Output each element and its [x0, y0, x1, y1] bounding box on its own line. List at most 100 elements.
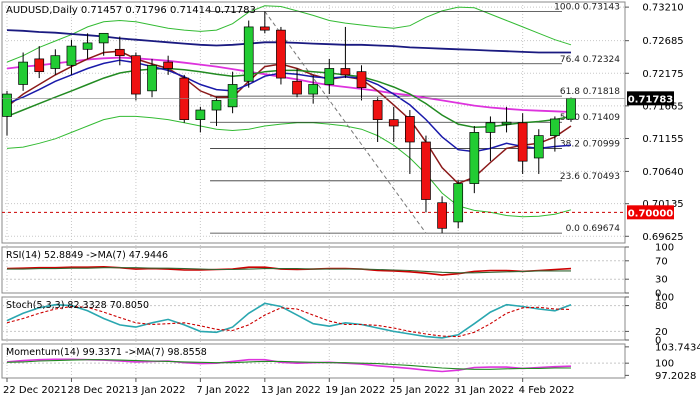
candle-bearish — [276, 29, 286, 79]
time-axis-label: 19 Jan 2022 — [325, 385, 385, 396]
candle-bullish — [50, 55, 61, 69]
candle-bearish — [356, 71, 367, 89]
rsi-axis-label: 100 — [655, 243, 674, 254]
stochastic-label: Stoch(5,3,3) 82.3328 70.8050 — [6, 300, 149, 311]
fib-level-label: 76.4 0.72324 — [560, 55, 620, 65]
momentum-panel: Momentum(14) 99.3371 ->MA(7) 98.8558 — [2, 347, 625, 373]
candle-bullish — [66, 45, 77, 66]
price-axis-label: 0.70640 — [642, 167, 683, 178]
level-label-box — [627, 205, 674, 220]
candle-bullish — [98, 32, 109, 44]
candle-bearish — [179, 77, 190, 120]
candle-bullish — [195, 109, 206, 120]
price-axis-label: 0.72685 — [642, 36, 683, 47]
candle-bullish — [308, 84, 319, 95]
candle-bullish — [243, 26, 254, 82]
fib-level-label: 0.0 0.69674 — [566, 224, 621, 234]
price-axis-label: 0.72175 — [642, 69, 683, 80]
ohlc-value: 0.71796 — [125, 5, 170, 16]
momentum-axis-label: 100 — [655, 359, 674, 370]
candle-bullish — [227, 84, 238, 108]
rsi-label: RSI(14) 52.8849 ->MA(7) 47.9446 — [6, 250, 168, 261]
ohlc-value: 0.71457 — [81, 5, 126, 16]
candle-bullish — [566, 97, 576, 120]
price-axis-label: 0.69625 — [642, 232, 683, 243]
candle-bullish — [147, 64, 157, 92]
candle-bearish — [421, 141, 431, 200]
candle-bearish — [34, 58, 45, 73]
level-label-text: 0.70000 — [628, 208, 674, 219]
candle-bullish — [324, 68, 335, 85]
candle-bearish — [405, 116, 415, 143]
stochastic-axis-label: 20 — [655, 327, 668, 338]
stochastic-axis-label: 0 — [655, 336, 661, 347]
chart-title-header: AUDUSD,Daily 0.71457 0.71796 0.71414 0.7… — [6, 5, 256, 16]
time-axis-label: 3 Jan 2022 — [132, 385, 186, 396]
candle-bearish — [292, 80, 302, 95]
candle-bullish — [18, 61, 28, 85]
time-axis-label: 28 Dec 2021 — [67, 385, 131, 396]
time-axis-label: 31 Jan 2022 — [454, 385, 514, 396]
candle-bullish — [469, 132, 480, 184]
momentum-axis-label: 97.2028 — [655, 371, 696, 382]
price-panel: 100.0 0.73143 76.4 0.72324 61.8 0.71818 50.… — [2, 2, 625, 234]
rsi-panel: RSI(14) 52.8849 ->MA(7) 47.9446 — [2, 250, 625, 280]
rsi-series-line-2 — [7, 267, 571, 274]
price-axis-label: 0.70135 — [642, 199, 683, 210]
fib-level-label: 50.0 0.71409 — [560, 113, 620, 123]
ohlc-value: 0.71414 — [170, 5, 215, 16]
grid-layer — [1, 1, 626, 379]
candle-bullish — [2, 93, 12, 117]
candle-bearish — [163, 61, 173, 69]
price-axis-label: 0.73210 — [642, 3, 683, 14]
candle-bullish — [550, 118, 560, 136]
time-axis-label: 25 Jan 2022 — [390, 385, 450, 396]
candle-bearish — [114, 48, 125, 57]
fib-level-label: 38.2 0.70999 — [560, 139, 620, 149]
stochastic-axis-label: 80 — [655, 301, 668, 312]
stochastic-series-line-1 — [6, 302, 572, 339]
momentum-series-line-2 — [6, 359, 571, 370]
rsi-axis-label: 30 — [655, 275, 668, 286]
mom-panel-frame — [1, 343, 626, 379]
moving-average-line-4 — [6, 67, 572, 129]
candle-bullish — [211, 100, 222, 111]
candle-bearish — [372, 100, 383, 120]
price-axis-label: 0.71665 — [642, 101, 683, 112]
rsi-axis-label: 0 — [655, 289, 661, 300]
stochastic-axis-label: 100 — [655, 293, 674, 304]
time-axis-label: 4 Feb 2022 — [519, 385, 575, 396]
time-axis-label: 7 Jan 2022 — [196, 385, 250, 396]
fib-level-label: 23.6 0.70493 — [560, 172, 620, 182]
last-price-label-text: 0.71783 — [628, 94, 674, 105]
candle-bullish — [501, 121, 512, 125]
last-price-label-box — [627, 91, 674, 106]
bollinger-lower-line — [6, 115, 572, 218]
candle-bullish — [485, 122, 496, 133]
ohlc-value: 0.71783 — [214, 5, 255, 16]
chart-title: AUDUSD,Daily — [6, 5, 81, 16]
candle-bearish — [340, 68, 351, 76]
price-axis-label: 0.71155 — [642, 134, 683, 145]
stochastic-panel: Stoch(5,3,3) 82.3328 70.8050 — [2, 300, 625, 339]
rsi-series-line-1 — [6, 265, 572, 276]
candle-bearish — [388, 119, 399, 127]
time-axis-label: 13 Jan 2022 — [261, 385, 321, 396]
moving-average-line-2 — [6, 56, 572, 113]
axes-layer: 0.73210 0.72685 0.72175 0.71665 0.71155 0.706… — [3, 3, 700, 396]
momentum-label: Momentum(14) 99.3371 ->MA(7) 98.8558 — [6, 347, 207, 358]
rsi-panel-frame — [1, 246, 626, 294]
candle-bullish — [453, 183, 464, 223]
time-axis-label: 22 Dec 2021 — [3, 385, 67, 396]
candle-bearish — [259, 26, 270, 31]
candle-bearish — [517, 122, 528, 162]
bollinger-upper-line — [6, 5, 572, 63]
candle-bullish — [82, 42, 93, 50]
fib-level-label: 61.8 0.71818 — [560, 87, 620, 97]
fib-level-label: 100.0 0.73143 — [554, 2, 620, 12]
candle-bearish — [131, 55, 141, 95]
fib-trend-line — [264, 11, 427, 234]
stoch-panel-frame — [1, 296, 626, 341]
